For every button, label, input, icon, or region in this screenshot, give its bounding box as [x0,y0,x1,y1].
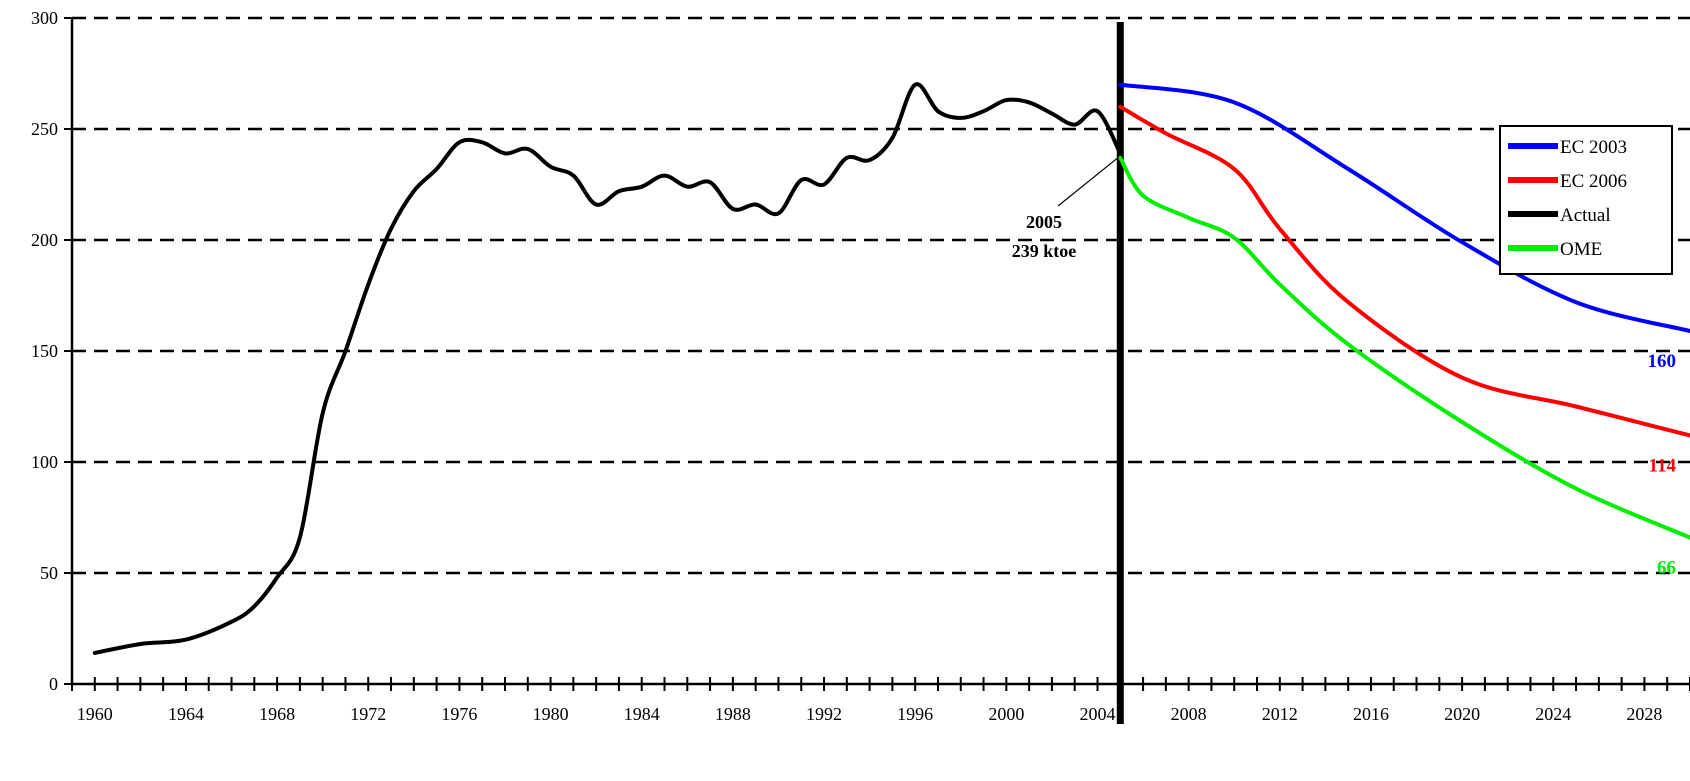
legend-label-ome: OME [1560,239,1602,260]
x-tick-label: 1964 [168,704,204,724]
x-tick-label: 1988 [715,704,751,724]
y-tick-label: 200 [31,230,58,250]
end-label-ome: 66 [1657,557,1676,578]
x-tick-label: 2024 [1535,704,1571,724]
x-tick-label: 2004 [1079,704,1115,724]
y-axis-ticks: 0 50 100 150 200 250 300 [31,8,72,694]
annotation: 2005 239 ktoe [1012,156,1119,261]
y-tick-label: 300 [31,8,58,28]
x-tick-label: 1984 [624,704,660,724]
series-line-ome [1118,155,1690,540]
annotation-year: 2005 [1026,212,1062,232]
annotation-value: 239 ktoe [1012,241,1077,261]
gridlines [72,16,1690,575]
y-tick-label: 0 [49,674,58,694]
x-tick-label: 2008 [1171,704,1207,724]
y-tick-label: 100 [31,452,58,472]
x-tick-label: 1968 [259,704,295,724]
x-tick-label: 2000 [988,704,1024,724]
legend-label-actual: Actual [1560,205,1611,226]
x-tick-label: 1972 [350,704,386,724]
x-tick-label: 1980 [533,704,569,724]
series-line-ec-2006 [1118,104,1690,438]
legend-label-ec-2006: EC 2006 [1560,171,1627,192]
legend-label-ec-2003: EC 2003 [1560,137,1627,158]
x-tick-label: 1960 [77,704,113,724]
x-tick-label: 2016 [1353,704,1389,724]
series-end-labels: 160 114 66 [1648,351,1677,578]
series-line-ec-2003 [1118,82,1690,333]
x-tick-label: 2020 [1444,704,1480,724]
y-tick-label: 50 [40,563,58,583]
y-tick-label: 150 [31,341,58,361]
x-tick-label: 2028 [1626,704,1662,724]
y-tick-label: 250 [31,119,58,139]
x-tick-label: 1992 [806,704,842,724]
series-lines [92,82,1690,655]
series-line-actual [92,82,1123,655]
x-tick-label: 1996 [897,704,933,724]
annotation-arrow [1057,156,1119,207]
legend: EC 2003 EC 2006 Actual OME [1499,125,1673,275]
x-tick-label: 1976 [441,704,477,724]
end-label-ec-2003: 160 [1648,351,1677,372]
end-label-ec-2006: 114 [1649,455,1677,476]
x-tick-label: 2012 [1262,704,1298,724]
